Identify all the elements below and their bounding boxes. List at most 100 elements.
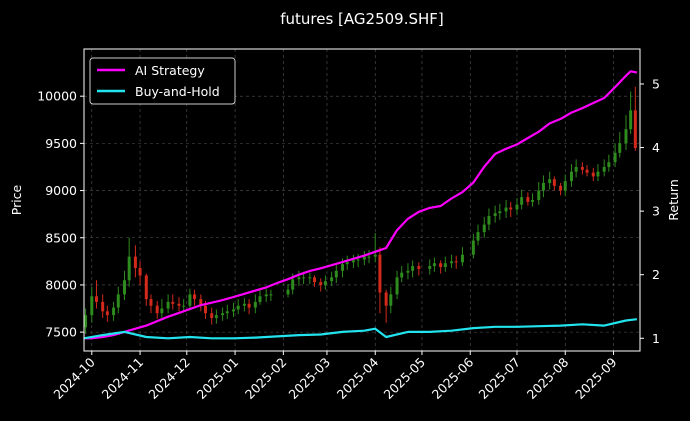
- candle-body: [297, 277, 301, 280]
- legend-label-ai-strategy: AI Strategy: [135, 63, 205, 78]
- candle-body: [482, 224, 486, 233]
- candle-body: [199, 299, 203, 306]
- candle-body: [182, 305, 186, 307]
- candle-body: [574, 166, 578, 172]
- y-tick-label: 8000: [45, 277, 77, 292]
- candle-body: [345, 262, 349, 265]
- candle-body: [389, 294, 393, 306]
- legend-box: [89, 57, 236, 105]
- y-tick-label: 10000: [37, 89, 77, 104]
- candle-body: [258, 296, 262, 302]
- candle-body: [319, 282, 323, 285]
- candle-body: [613, 152, 617, 163]
- candle-body: [149, 299, 153, 306]
- candle-body: [563, 181, 567, 191]
- y-tick-label: 9500: [45, 136, 77, 151]
- line-layer: [83, 70, 638, 340]
- candle-body: [193, 294, 197, 300]
- candle-body: [334, 270, 338, 278]
- y2-tick-label: 2: [652, 267, 660, 282]
- candle-body: [341, 264, 345, 271]
- candle-body: [515, 204, 519, 210]
- y2-tick-label: 5: [652, 76, 660, 91]
- candle-body: [362, 256, 366, 260]
- candle-body: [428, 266, 432, 269]
- y2-tick-label: 3: [652, 204, 660, 219]
- candle-body: [624, 129, 628, 144]
- candle-body: [559, 185, 563, 191]
- series-line-buy-and-hold: [83, 318, 638, 340]
- candle-body: [112, 307, 116, 316]
- candle-body: [232, 309, 236, 312]
- candle-body: [552, 179, 556, 186]
- candle-body: [580, 166, 584, 170]
- candle-body: [607, 162, 611, 167]
- candle-body: [101, 301, 105, 312]
- candle-body: [138, 267, 142, 276]
- y-tick-label: 7500: [45, 325, 77, 340]
- series-line-ai-strategy: [84, 70, 638, 340]
- candle-body: [585, 169, 589, 173]
- candle-body: [253, 301, 257, 308]
- candle-body: [242, 303, 246, 306]
- candle-body: [171, 301, 175, 304]
- candle-body: [302, 277, 306, 279]
- candle-body: [531, 200, 535, 202]
- candle-body: [439, 263, 443, 268]
- candle-body: [596, 171, 600, 177]
- candle-body: [367, 256, 371, 258]
- candle-body: [225, 311, 229, 314]
- candle-body: [493, 213, 497, 217]
- candle-body: [127, 256, 131, 281]
- y2-tick-label: 4: [652, 140, 660, 155]
- candle-body: [443, 263, 447, 268]
- candle-body: [537, 190, 541, 200]
- candle-body: [188, 294, 192, 306]
- candle-body: [122, 280, 126, 295]
- candle-body: [602, 166, 606, 172]
- y2-axis-label: Return: [666, 179, 681, 220]
- candle-body: [400, 272, 404, 278]
- y2-tick-label: 1: [652, 331, 660, 346]
- candle-layer: [84, 86, 637, 335]
- candle-body: [373, 254, 377, 257]
- candle-body: [269, 294, 273, 296]
- candle-body: [378, 254, 382, 293]
- legend-label-buy-and-hold: Buy-and-Hold: [135, 84, 220, 99]
- candle-body: [460, 254, 464, 263]
- candle-body: [90, 296, 94, 316]
- candle-body: [395, 277, 399, 295]
- candle-body: [286, 289, 290, 295]
- candle-body: [160, 308, 164, 314]
- candle-body: [291, 279, 295, 290]
- candle-body: [411, 266, 415, 271]
- chart-title: futures [AG2509.SHF]: [280, 10, 444, 28]
- candle-body: [591, 172, 595, 177]
- candle-body: [214, 315, 218, 318]
- candle-body: [417, 266, 421, 269]
- candle-body: [356, 259, 360, 261]
- candle-body: [105, 311, 109, 316]
- y-tick-label: 9000: [45, 183, 77, 198]
- candle-body: [236, 305, 240, 310]
- candle-body: [618, 143, 622, 153]
- legend: AI Strategy Buy-and-Hold: [89, 57, 236, 105]
- candle-body: [384, 292, 388, 306]
- candle-body: [84, 315, 88, 328]
- candle-body: [221, 313, 225, 316]
- candle-body: [432, 263, 436, 267]
- candle-body: [471, 240, 475, 255]
- candle-body: [166, 301, 170, 309]
- candle-body: [476, 232, 480, 241]
- candle-body: [133, 256, 137, 268]
- candle-body: [177, 303, 181, 306]
- candle-body: [264, 294, 268, 297]
- candle-body: [210, 313, 214, 318]
- candle-body: [312, 277, 316, 283]
- candle-body: [548, 179, 552, 184]
- candle-body: [155, 305, 159, 314]
- candle-body: [144, 275, 148, 300]
- candle-body: [308, 277, 312, 279]
- candle-body: [116, 294, 120, 308]
